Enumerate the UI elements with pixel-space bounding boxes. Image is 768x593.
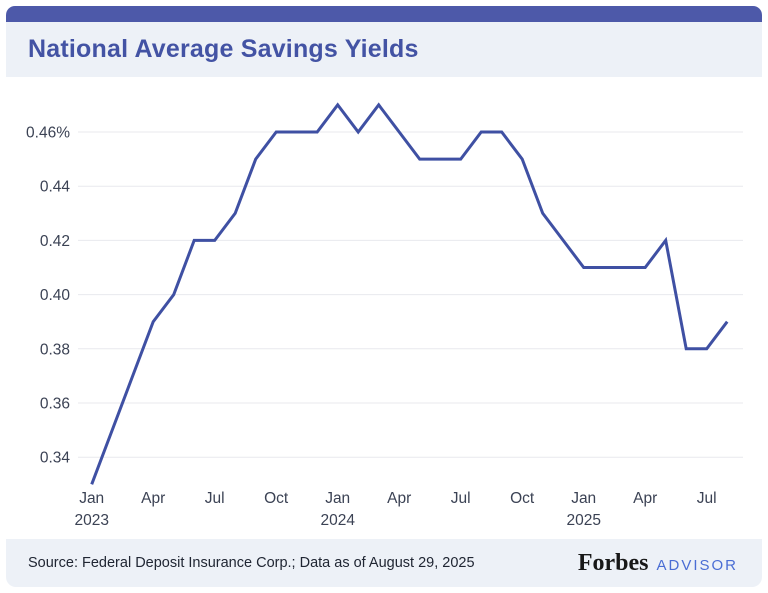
x-axis-tick-label: Oct <box>510 490 535 507</box>
y-axis-tick-label: 0.40 <box>40 287 71 304</box>
source-note: Source: Federal Deposit Insurance Corp.;… <box>28 555 475 571</box>
advisor-wordmark: ADVISOR <box>656 556 738 574</box>
x-axis-year-label: 2023 <box>74 512 108 529</box>
chart-area: 0.46% 0.44 0.42 0.40 0.38 0.36 0.34 Jan 2023 Apr J… <box>6 77 762 539</box>
x-axis-tick-label: Jul <box>205 490 225 507</box>
forbes-wordmark: Forbes <box>577 549 649 576</box>
y-axis-tick-label: 0.42 <box>40 233 70 250</box>
y-axis-tick-label: 0.36 <box>40 396 70 413</box>
x-axis-tick-label: Apr <box>387 490 411 507</box>
x-axis-tick-label: Jul <box>697 490 717 507</box>
x-axis-tick-label: Apr <box>141 490 165 507</box>
y-axis-tick-label: 0.34 <box>40 450 71 467</box>
x-axis-tick-label: Apr <box>633 490 657 507</box>
x-axis-tick-label: Jul <box>451 490 471 507</box>
x-axis-year-label: 2024 <box>320 512 355 529</box>
x-axis-tick-label: Jan <box>325 490 350 507</box>
savings-line-chart: 0.46% 0.44 0.42 0.40 0.38 0.36 0.34 Jan 2023 Apr J… <box>26 102 743 529</box>
x-axis-tick-label: Oct <box>264 490 289 507</box>
x-axis-year-label: 2025 <box>566 512 600 529</box>
x-axis-tick-label: Jan <box>79 490 104 507</box>
y-axis-tick-label: 0.44 <box>40 179 71 196</box>
accent-top-bar <box>6 6 762 22</box>
chart-card: National Average Savings Yields 0.46% 0.4… <box>6 6 762 587</box>
y-axis-tick-label: 0.38 <box>40 341 70 358</box>
page-title: National Average Savings Yields <box>28 35 419 63</box>
savings-yield-series-line <box>90 102 729 485</box>
footer-band: Source: Federal Deposit Insurance Corp.;… <box>6 539 762 587</box>
title-band: National Average Savings Yields <box>6 22 762 77</box>
y-axis-tick-label: 0.46% <box>26 125 70 142</box>
x-axis-tick-label: Jan <box>571 490 596 507</box>
forbes-advisor-logo: Forbes ADVISOR <box>578 550 738 577</box>
